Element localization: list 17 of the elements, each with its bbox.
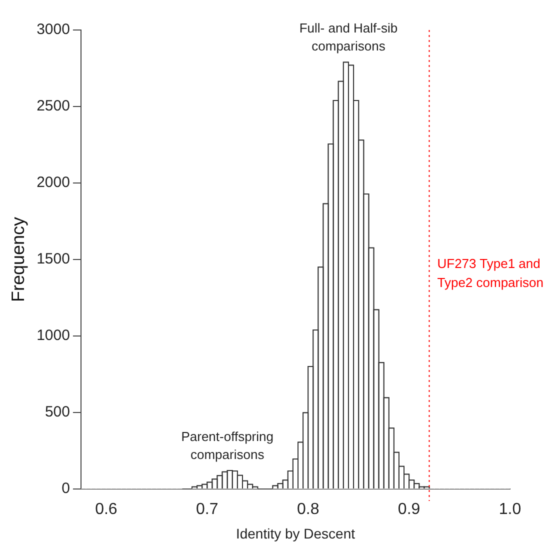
y-axis-title: Frequency <box>8 216 28 302</box>
y-tick-label: 500 <box>44 404 70 421</box>
y-tick-label: 2000 <box>36 174 70 192</box>
y-tick-label: 2500 <box>36 98 70 115</box>
y-tick-label: 0 <box>62 480 70 498</box>
x-tick-label: 0.8 <box>296 501 320 518</box>
x-tick-label: 0.9 <box>398 501 420 518</box>
annotation: Full- and Half-sib comparisons <box>299 20 398 54</box>
y-tick-label: 1500 <box>36 250 70 268</box>
x-axis-title: Identity by Descent <box>236 525 356 542</box>
x-tick-label: 0.7 <box>196 501 218 518</box>
x-tick-label: 1.0 <box>498 501 522 518</box>
annotation: Parent-offspring comparisons <box>181 428 274 462</box>
y-tick-label: 3000 <box>36 21 70 38</box>
y-tick-label: 1000 <box>36 327 70 344</box>
ref-line-label: UF273 Type1 and Type2 comparison <box>437 256 544 290</box>
x-tick-label: 0.6 <box>95 501 118 518</box>
